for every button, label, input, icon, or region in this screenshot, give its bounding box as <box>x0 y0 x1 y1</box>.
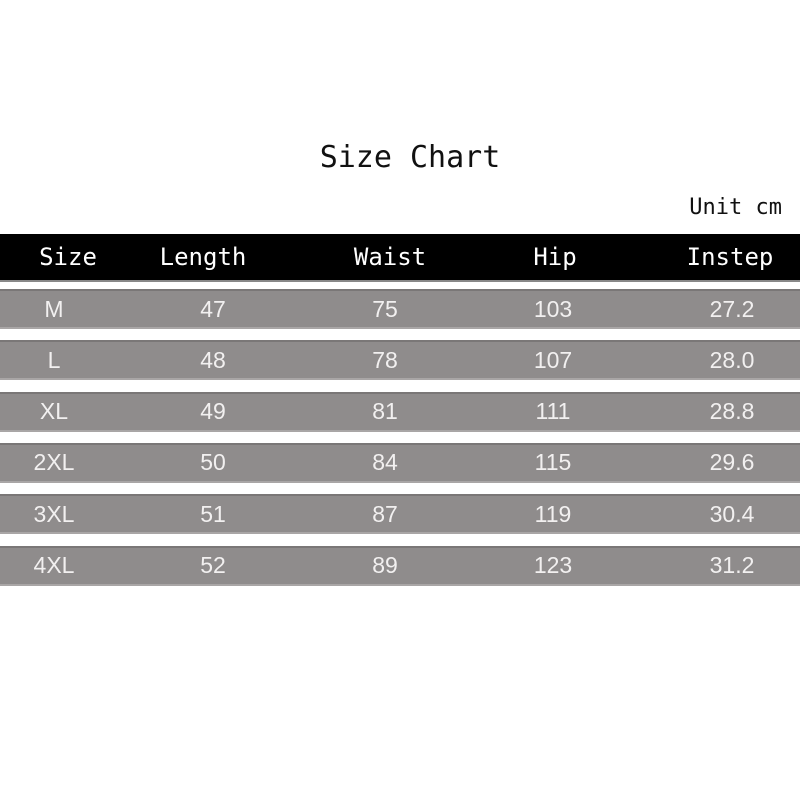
table-row: 2XL 50 84 115 29.6 <box>0 442 800 483</box>
cell-size: L <box>47 346 61 373</box>
cell-hip: 107 <box>533 346 573 373</box>
cell-waist: 75 <box>372 295 398 322</box>
cell-hip: 123 <box>533 552 573 578</box>
cell-waist: 81 <box>372 398 398 425</box>
cell-size: 4XL <box>33 552 75 578</box>
cell-length: 47 <box>200 295 226 322</box>
cell-hip: 103 <box>533 295 573 322</box>
cell-waist: 84 <box>372 449 398 476</box>
cell-instep: 27.2 <box>709 295 755 322</box>
table-row: 3XL 51 87 119 30.4 <box>0 494 800 535</box>
cell-hip: 119 <box>534 500 572 527</box>
header-instep: Instep <box>686 243 774 271</box>
cell-instep: 30.4 <box>709 500 755 527</box>
cell-size: 2XL <box>33 449 75 476</box>
table-header: Size Length Waist Hip Instep <box>0 234 800 282</box>
cell-length: 50 <box>200 449 226 476</box>
cell-waist: 87 <box>372 500 398 527</box>
cell-length: 52 <box>200 552 226 578</box>
cell-hip: 115 <box>534 449 572 476</box>
cell-length: 48 <box>200 346 226 373</box>
cell-waist: 78 <box>372 346 398 373</box>
header-waist: Waist <box>353 243 427 271</box>
cell-size: 3XL <box>33 500 75 527</box>
table-row: XL 49 81 111 28.8 <box>0 391 800 432</box>
table-row: 4XL 52 89 123 31.2 <box>0 545 800 586</box>
cell-hip: 111 <box>535 398 571 425</box>
cell-instep: 28.0 <box>709 346 755 373</box>
header-size: Size <box>39 243 97 271</box>
header-length: Length <box>159 243 247 271</box>
page-title: Size Chart <box>319 140 501 175</box>
cell-instep: 31.2 <box>709 552 755 578</box>
unit-label: Unit cm <box>689 195 782 220</box>
cell-instep: 28.8 <box>709 398 755 425</box>
cell-length: 51 <box>200 500 226 527</box>
cell-length: 49 <box>200 398 226 425</box>
table-row: L 48 78 107 28.0 <box>0 340 800 381</box>
cell-size: XL <box>39 398 69 425</box>
cell-waist: 89 <box>372 552 398 578</box>
cell-size: M <box>44 295 64 322</box>
cell-instep: 29.6 <box>709 449 755 476</box>
header-hip: Hip <box>533 243 577 271</box>
table-row: M 47 75 103 27.2 <box>0 289 800 329</box>
